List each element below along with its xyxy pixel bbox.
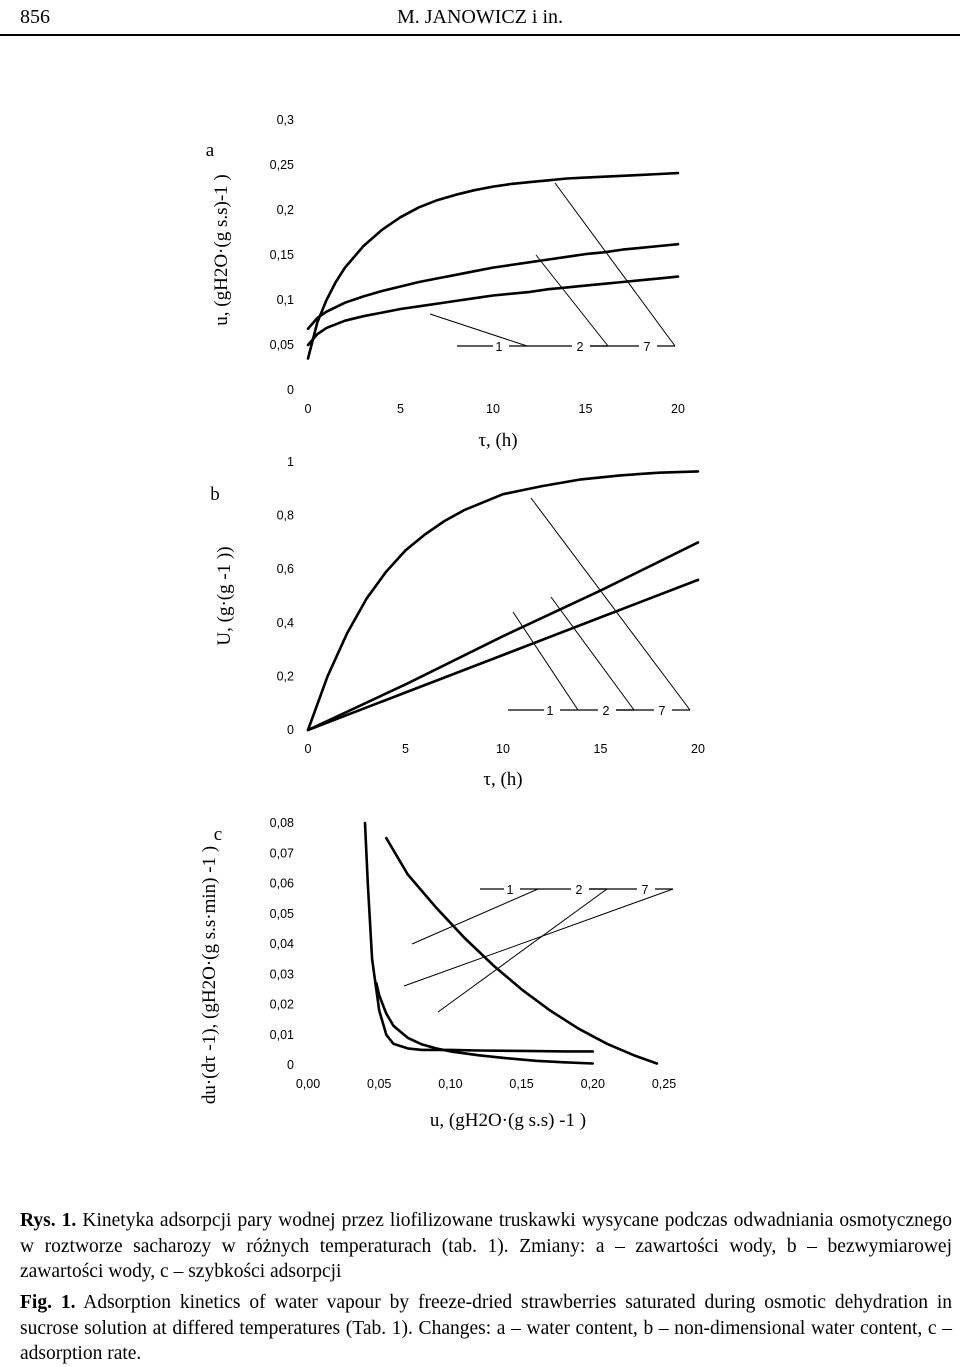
series-2-line <box>306 242 680 331</box>
page-header: 856 M. JANOWICZ i in. <box>0 0 960 36</box>
y-tick-label: 0,1 <box>277 293 294 307</box>
x-tick-label: 10 <box>486 402 500 416</box>
caption-text-pl: Kinetyka adsorpcji pary wodnej przez lio… <box>20 1210 953 1282</box>
leader-label-7: 7 <box>659 704 666 718</box>
caption-label-pl: Rys. 1. <box>20 1210 77 1231</box>
series-1-line <box>375 981 595 1065</box>
y-tick-label: 0,03 <box>270 967 294 981</box>
y-tick-label: 0,6 <box>277 562 294 576</box>
x-tick-label: 5 <box>402 742 409 756</box>
leader-label-2: 2 <box>603 704 610 718</box>
y-tick-label: 1 <box>287 455 294 469</box>
x-tick-label: 20 <box>691 742 705 756</box>
leader-label-1: 1 <box>547 704 554 718</box>
x-tick-label: 0,00 <box>296 1077 320 1091</box>
y-axis-label: du·(dτ -1), (gH2O·(g s.s·min) -1 ) <box>199 846 220 1104</box>
leader-label-2: 2 <box>576 883 583 897</box>
caption-english: Fig. 1. Adsorption kinetics of water vap… <box>20 1290 952 1367</box>
x-axis-label: τ, (h) <box>483 769 522 790</box>
x-tick-label: 0 <box>305 402 312 416</box>
y-tick-label: 0,15 <box>270 248 294 262</box>
x-tick-label: 15 <box>579 402 593 416</box>
leader-line-2 <box>550 596 635 711</box>
leader-line-2 <box>535 254 609 347</box>
panel-label-b: b <box>210 484 220 505</box>
series-7-line <box>384 836 659 1065</box>
y-tick-label: 0,2 <box>277 203 294 217</box>
x-tick-label: 0,20 <box>581 1077 605 1091</box>
leader-line-7 <box>530 497 691 711</box>
x-tick-label: 5 <box>397 402 404 416</box>
series-2-line <box>306 541 700 732</box>
header-rule <box>0 34 960 36</box>
leader-line-1 <box>429 313 528 347</box>
y-tick-label: 0 <box>287 383 294 397</box>
panel-label-a: a <box>206 140 215 161</box>
x-axis-label: τ, (h) <box>478 430 517 451</box>
leader-line-7 <box>554 182 676 347</box>
y-tick-label: 0,3 <box>277 113 294 127</box>
y-tick-label: 0,04 <box>270 937 294 951</box>
y-tick-label: 0,08 <box>270 816 294 830</box>
leader-line-1 <box>512 611 579 711</box>
y-tick-label: 0 <box>287 1058 294 1072</box>
y-tick-label: 0,4 <box>277 616 294 630</box>
y-tick-label: 0,8 <box>277 509 294 523</box>
y-axis-label: U, (g·(g -1 )) <box>214 546 235 645</box>
leader-label-1: 1 <box>507 883 514 897</box>
x-tick-label: 0 <box>305 742 312 756</box>
y-tick-label: 0,25 <box>270 158 294 172</box>
y-tick-label: 0,05 <box>270 338 294 352</box>
series-2-line <box>363 821 595 1053</box>
x-tick-label: 20 <box>671 402 685 416</box>
series-1-line <box>306 578 700 732</box>
running-title: M. JANOWICZ i in. <box>396 6 564 28</box>
y-tick-label: 0 <box>287 723 294 737</box>
y-tick-label: 0,01 <box>270 1028 294 1042</box>
caption-polish: Rys. 1. Kinetyka adsorpcji pary wodnej p… <box>20 1208 952 1285</box>
series-7-line <box>306 171 680 360</box>
leader-label-7: 7 <box>642 883 649 897</box>
leader-line-1 <box>411 888 539 945</box>
leader-line-7 <box>403 888 674 987</box>
caption-label-en: Fig. 1. <box>20 1292 76 1313</box>
panel-label-c: c <box>214 824 222 845</box>
caption-text-en: Adsorption kinetics of water vapour by f… <box>20 1292 952 1364</box>
x-tick-label: 0,25 <box>652 1077 676 1091</box>
x-axis-label: u, (gH2O·(g s.s) -1 ) <box>430 1110 586 1131</box>
y-tick-label: 0,07 <box>270 846 294 860</box>
leader-label-1: 1 <box>496 340 503 354</box>
y-tick-label: 0,02 <box>270 998 294 1012</box>
y-tick-label: 0,2 <box>277 669 294 683</box>
series-7-line <box>306 470 700 732</box>
x-tick-label: 10 <box>496 742 510 756</box>
x-tick-label: 0,05 <box>367 1077 391 1091</box>
y-axis-label: u, (gH2O·(g s.s)-1 ) <box>211 174 232 325</box>
page-number: 856 <box>20 6 50 28</box>
x-tick-label: 15 <box>594 742 608 756</box>
x-tick-label: 0,10 <box>438 1077 462 1091</box>
y-tick-label: 0,06 <box>270 877 294 891</box>
leader-label-2: 2 <box>577 340 584 354</box>
leader-line-2 <box>437 888 608 1013</box>
y-tick-label: 0,05 <box>270 907 294 921</box>
x-tick-label: 0,15 <box>509 1077 533 1091</box>
series-1-line <box>306 275 680 347</box>
leader-label-7: 7 <box>644 340 651 354</box>
